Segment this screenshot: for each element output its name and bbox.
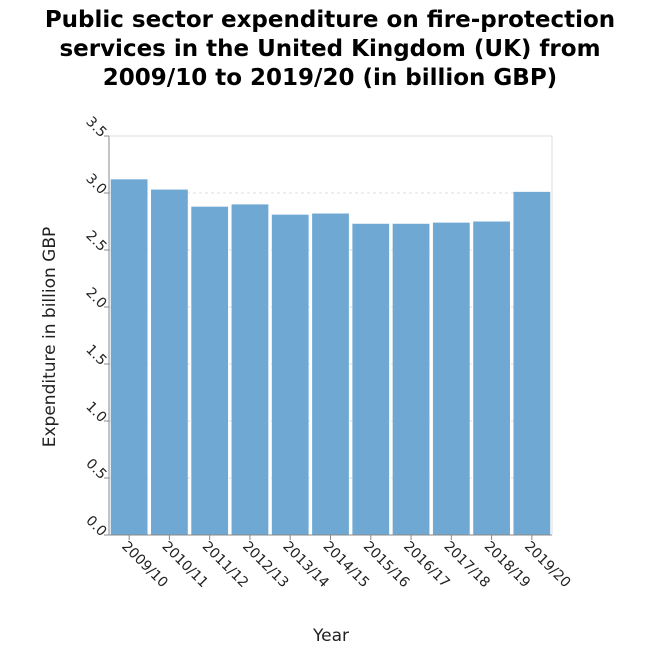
- y-tick-label: 3.5: [82, 114, 109, 141]
- axes: [104, 135, 553, 540]
- x-tick-labels: 2009/102010/112011/122012/132013/142014/…: [118, 539, 573, 592]
- chart-title-line-2: services in the United Kingdom (UK) from: [59, 36, 601, 62]
- bar-2013-14: [271, 214, 309, 535]
- bar-2015-16: [352, 223, 390, 535]
- y-tick-label: 3.0: [82, 171, 109, 198]
- bar-2017-18: [432, 222, 470, 535]
- chart-title: Public sector expenditure on fire-protec…: [0, 6, 660, 93]
- bar-2009-10: [110, 179, 148, 535]
- bar-2016-17: [392, 223, 430, 535]
- y-tick-label: 0.0: [82, 513, 109, 540]
- y-tick-label: 2.5: [82, 228, 109, 255]
- bar-2019-20: [513, 191, 551, 536]
- y-tick-label: 1.0: [82, 399, 109, 426]
- bar-2010-11: [151, 189, 188, 535]
- y-axis-label: Expenditure in billion GBP: [40, 227, 60, 448]
- y-tick-label: 1.5: [82, 342, 109, 369]
- chart-title-line-1: Public sector expenditure on fire-protec…: [44, 7, 616, 33]
- chart-title-line-3: 2009/10 to 2019/20 (in billion GBP): [102, 65, 558, 91]
- y-tick-labels: 0.0 0.5 1.0 1.5 2.0 2.5 3.0 3.5: [82, 114, 109, 540]
- bar-2011-12: [191, 206, 229, 535]
- bar-2012-13: [231, 204, 269, 535]
- bar-2014-15: [312, 213, 349, 535]
- y-tick-label: 0.5: [82, 456, 109, 483]
- bar-2018-19: [473, 221, 510, 535]
- x-axis-label: Year: [312, 626, 349, 646]
- bars: [110, 179, 551, 536]
- y-tick-label: 2.0: [82, 285, 109, 312]
